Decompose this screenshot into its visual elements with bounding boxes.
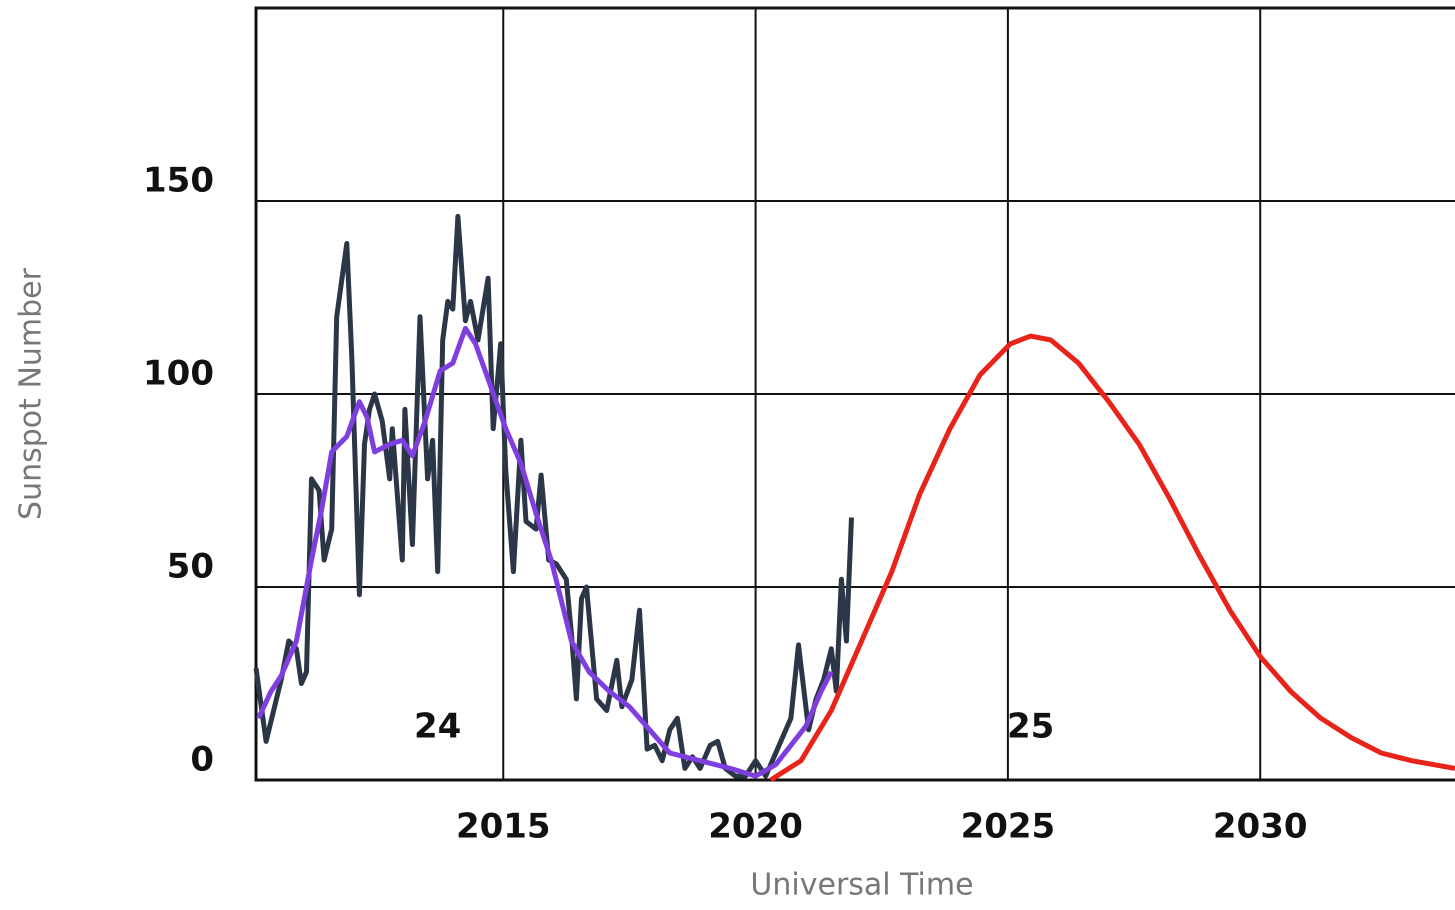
series-line xyxy=(253,213,854,779)
y-tick-label: 0 xyxy=(190,740,214,780)
x-tick-label: 2020 xyxy=(708,807,803,847)
y-tick-label: 100 xyxy=(143,354,214,394)
annotation: 24 xyxy=(414,706,461,746)
series-line xyxy=(769,333,1455,783)
series-line xyxy=(256,325,834,779)
x-tick-label: 2015 xyxy=(456,807,551,847)
y-tick-label: 50 xyxy=(167,547,214,587)
y-axis-label: Sunspot Number xyxy=(14,267,49,520)
x-tick-label: 2025 xyxy=(961,807,1056,847)
x-axis-label: Universal Time xyxy=(750,868,973,903)
annotation: 25 xyxy=(1007,706,1054,746)
y-tick-label: 150 xyxy=(143,161,214,201)
x-tick-label: 2030 xyxy=(1213,807,1308,847)
